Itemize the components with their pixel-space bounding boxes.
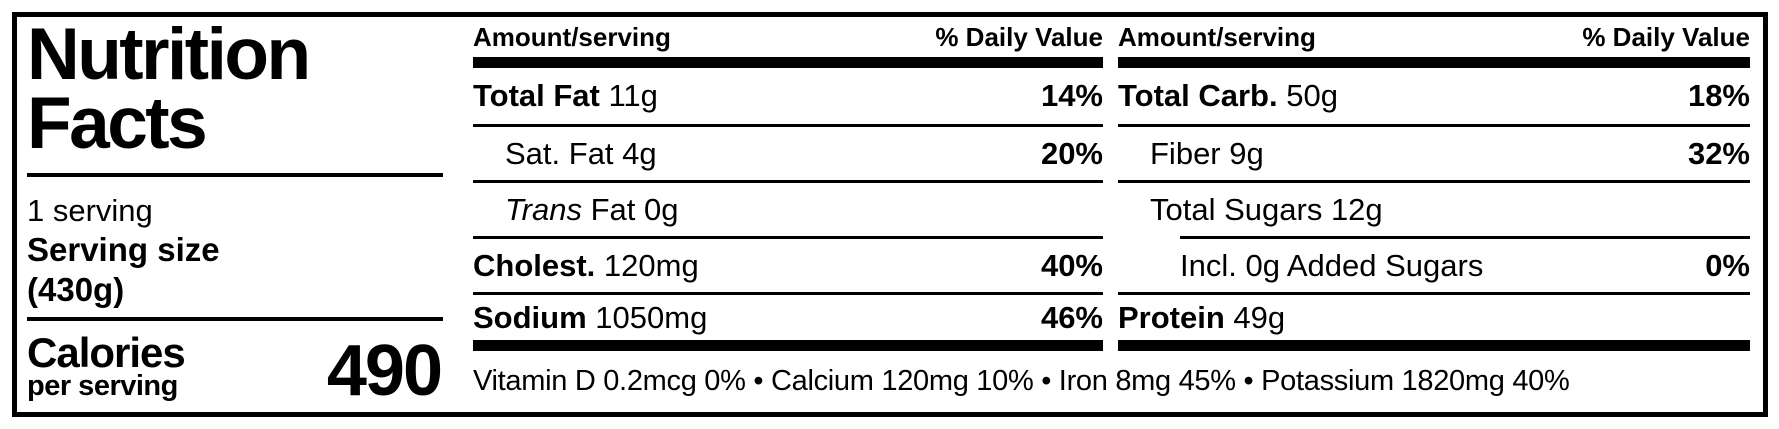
calories-value: 490 [326,331,443,411]
nutrient-amount: 120mg [595,247,699,283]
nutrient-dv: 14% [1040,78,1103,113]
nutrient-row: Sat. Fat 4g 20% [473,124,1103,180]
nutrient-row: Cholest. 120mg 40% [473,236,1103,292]
nutrient-amount: 11g [599,78,658,113]
thick-divider [473,340,1103,351]
nutrient-name: Total Carb. [1118,78,1278,113]
column-header: Amount/serving % Daily Value [1118,17,1750,57]
thick-divider [1118,340,1750,351]
nutrient-dv: 40% [1040,247,1103,283]
nutrient-name: Protein [1118,299,1225,335]
nutrient-name: Fiber [1150,135,1221,171]
nutrient-amount: 9g [1220,135,1264,171]
nutrient-name-amount: Total Fat 11g [473,78,658,114]
nutrient-row: Sodium 1050mg 46% [473,292,1103,340]
nutrient-amount: 1050mg [586,299,708,335]
label-title: Nutrition Facts [27,14,443,164]
nutrient-row: Incl. 0g Added Sugars 0% [1180,236,1750,292]
nutrient-amount: 12g [1322,191,1383,227]
label-main-area: Amount/serving % Daily Value Total Fat 1… [473,17,1763,412]
amount-serving-header: Amount/serving [473,22,671,52]
nutrient-name-amount: Sat. Fat 4g [473,136,657,172]
nutrient-row: Fiber 9g 32% [1118,124,1750,180]
nutrient-rows: Total Carb. 50g 18% Fiber 9g 32% Total Sugar… [1118,68,1750,340]
label-title-line2: Facts [27,83,208,164]
nutrient-name-amount: Trans Fat 0g [473,192,678,228]
thick-divider [473,57,1103,68]
amount-serving-header: Amount/serving [1118,22,1316,52]
nutrient-name: Cholest. [473,247,596,283]
nutrient-name-amount: Total Sugars 12g [1118,192,1383,228]
label-left-panel: Nutrition Facts 1 serving Serving size (… [17,17,443,412]
label-title-line1: Nutrition [27,14,311,95]
nutrient-row: Protein 49g [1118,292,1750,340]
thick-divider [1118,57,1750,68]
nutrient-dv: 0% [1705,247,1750,283]
serving-size-value: (430g) [27,271,125,308]
nutrient-amount: 50g [1277,78,1338,113]
nutrient-name-amount: Total Carb. 50g [1118,78,1338,114]
nutrient-row: Total Sugars 12g [1118,180,1750,236]
nutrient-amount: 49g [1224,299,1286,335]
servings-per-container: 1 serving [27,193,153,228]
nutrient-name: Sat. Fat [505,135,614,171]
nutrient-row: Total Carb. 50g 18% [1118,68,1750,124]
nutrient-column-right: Amount/serving % Daily Value Total Carb.… [1118,17,1750,351]
nutrition-facts-label: Nutrition Facts 1 serving Serving size (… [12,12,1768,417]
nutrient-column-left: Amount/serving % Daily Value Total Fat 1… [473,17,1103,351]
nutrient-row: Trans Fat 0g [473,180,1103,236]
calories-label: Calories [27,329,186,376]
calories-section: Calories per serving 490 [27,329,443,411]
nutrient-name-amount: Sodium 1050mg [473,300,707,336]
nutrient-name: Trans [505,191,582,227]
divider [27,317,443,321]
micronutrients-footer: Vitamin D 0.2mcg 0% • Calcium 120mg 10% … [473,365,1570,397]
calories-sublabel: per serving [27,370,178,402]
daily-value-header: % Daily Value [1582,22,1750,52]
nutrient-amount: 4g [613,135,657,171]
column-header: Amount/serving % Daily Value [473,17,1103,57]
serving-size-label: Serving size [27,231,220,268]
nutrient-rows: Total Fat 11g 14% Sat. Fat 4g 20% Trans Fat … [473,68,1103,340]
nutrient-dv: 18% [1687,78,1750,113]
nutrient-dv: 20% [1040,135,1103,171]
calories-label-group: Calories per serving [27,329,186,402]
nutrient-dv: 46% [1040,299,1103,335]
nutrient-amount: Fat 0g [581,191,679,227]
nutrient-dv: 32% [1687,135,1750,171]
nutrient-name-amount: Cholest. 120mg [473,248,699,284]
nutrient-columns: Amount/serving % Daily Value Total Fat 1… [473,17,1750,351]
nutrient-name: Total Fat [473,78,600,113]
daily-value-header: % Daily Value [935,22,1103,52]
nutrient-name: Sodium [473,299,587,335]
divider [27,173,443,177]
nutrient-name: Incl. 0g Added Sugars [1180,247,1484,283]
nutrient-name-amount: Incl. 0g Added Sugars [1180,248,1483,284]
nutrient-name: Total Sugars [1150,191,1323,227]
nutrient-row: Total Fat 11g 14% [473,68,1103,124]
nutrient-name-amount: Protein 49g [1118,300,1285,336]
nutrient-name-amount: Fiber 9g [1118,136,1264,172]
